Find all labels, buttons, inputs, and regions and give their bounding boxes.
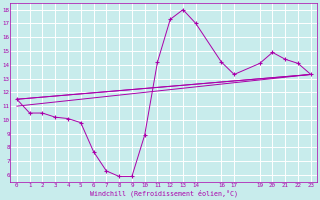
X-axis label: Windchill (Refroidissement éolien,°C): Windchill (Refroidissement éolien,°C) [90,190,238,197]
